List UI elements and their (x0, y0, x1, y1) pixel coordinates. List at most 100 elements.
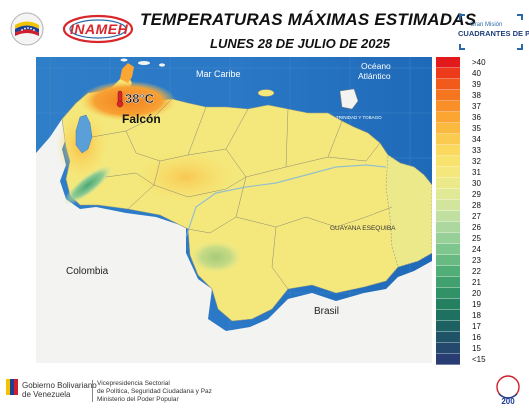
footer-vice-line1: Vicepresidencia Sectorial (97, 380, 170, 387)
guayana-esequiba-area (385, 154, 432, 268)
legend-swatch (436, 200, 460, 211)
legend-swatch (436, 156, 460, 167)
legend-swatch (436, 90, 460, 101)
footer-gobierno-line1: Gobierno Bolivariano (22, 381, 97, 390)
paraguana-peninsula (120, 63, 134, 83)
legend-item: >40 (436, 57, 488, 68)
footer-vice-line2: de Política, Seguridad Ciudadana y Paz (97, 388, 212, 395)
footer-divider (92, 380, 93, 402)
legend-swatch (436, 288, 460, 299)
label-trinidad: TRINIDAD Y TOBAGO (336, 115, 382, 120)
label-brasil: Brasil (314, 306, 339, 317)
label-oceano: Océano (361, 61, 391, 71)
legend-label: >40 (472, 58, 486, 67)
legend-item: 25 (436, 233, 488, 244)
legend-item: 17 (436, 321, 488, 332)
legend-swatch (436, 134, 460, 145)
legend-item: 31 (436, 167, 488, 178)
bicentenary-logo-icon: 200 (496, 375, 520, 406)
temperature-map: Mar Caribe Océano Atlántico TRINIDAD Y T… (36, 57, 432, 363)
legend-swatch (436, 101, 460, 112)
footer-vice-line3: Ministerio del Poder Popular (97, 396, 179, 403)
legend-swatch (436, 244, 460, 255)
legend-label: 36 (472, 113, 481, 122)
legend-item: <15 (436, 354, 488, 365)
label-guayana-esequiba: GUAYANA ESEQUIBA (330, 225, 396, 232)
legend-label: 22 (472, 267, 481, 276)
legend-label: 34 (472, 135, 481, 144)
llanos-warm-zone (136, 151, 236, 203)
legend-label: 16 (472, 333, 481, 342)
legend-label: 20 (472, 289, 481, 298)
legend-item: 28 (436, 200, 488, 211)
cuadrantes-de-paz-logo-icon (459, 14, 523, 50)
legend-item: 29 (436, 189, 488, 200)
legend-item: 24 (436, 244, 488, 255)
legend-label: 40 (472, 69, 481, 78)
footer-gobierno-line2: de Venezuela (22, 390, 71, 399)
legend-item: 22 (436, 266, 488, 277)
page-date: LUNES 28 DE JULIO DE 2025 (210, 36, 390, 51)
legend-label: 32 (472, 157, 481, 166)
page-title: TEMPERATURAS MÁXIMAS ESTIMADAS (140, 10, 477, 29)
highlight-state: Falcón (122, 112, 161, 126)
legend-item: 39 (436, 79, 488, 90)
legend-item: 20 (436, 288, 488, 299)
legend-label: 25 (472, 234, 481, 243)
orinoco-river (185, 164, 387, 238)
label-colombia: Colombia (66, 266, 109, 277)
legend-item: 35 (436, 123, 488, 134)
legend-label: 17 (472, 322, 481, 331)
legend-swatch (436, 321, 460, 332)
legend-label: 24 (472, 245, 481, 254)
legend-label: 39 (472, 80, 481, 89)
legend-label: 38 (472, 91, 481, 100)
legend-item: 18 (436, 310, 488, 321)
legend-item: 30 (436, 178, 488, 189)
cuadrantes-de-paz-text: CUADRANTES DE PAZ (458, 29, 529, 38)
temperature-legend: >40 40 39 38 37 36 35 34 33 32 31 30 29 28 27 26 25 24 23 2… (436, 57, 488, 365)
legend-item: 26 (436, 222, 488, 233)
legend-label: 18 (472, 311, 481, 320)
label-atlantico: Atlántico (358, 71, 391, 81)
legend-label: 26 (472, 223, 481, 232)
bicentenary-badge-text: 200 (501, 397, 515, 406)
state-boundaries (91, 98, 393, 290)
legend-label: 33 (472, 146, 481, 155)
legend-swatch (436, 255, 460, 266)
legend-swatch (436, 343, 460, 354)
legend-item: 15 (436, 343, 488, 354)
legend-item: 38 (436, 90, 488, 101)
legend-label: 30 (472, 179, 481, 188)
inameh-logo-icon (62, 14, 134, 44)
legend-swatch (436, 332, 460, 343)
legend-label: 21 (472, 278, 481, 287)
legend-swatch (436, 266, 460, 277)
legend-label: 35 (472, 124, 481, 133)
gran-mision-text: Gran Misión (470, 22, 503, 28)
legend-swatch (436, 189, 460, 200)
falcon-hot-zone (80, 81, 176, 121)
legend-swatch (436, 57, 460, 68)
neighbor-land (36, 115, 432, 363)
legend-item: 36 (436, 112, 488, 123)
legend-label: 15 (472, 344, 481, 353)
lake-maracaibo (75, 114, 93, 154)
legend-label: 19 (472, 300, 481, 309)
legend-swatch (436, 310, 460, 321)
legend-swatch (436, 112, 460, 123)
legend-item: 40 (436, 68, 488, 79)
legend-item: 32 (436, 156, 488, 167)
legend-label: 28 (472, 201, 481, 210)
trinidad-island (339, 88, 359, 110)
footer (0, 372, 529, 408)
legend-label: 31 (472, 168, 481, 177)
legend-item: 33 (436, 145, 488, 156)
legend-swatch (436, 211, 460, 222)
legend-item: 19 (436, 299, 488, 310)
legend-item: 34 (436, 134, 488, 145)
legend-label: 27 (472, 212, 481, 221)
highlight-temperature: 38°C (125, 91, 155, 106)
thermometer-icon (116, 90, 124, 108)
header (0, 0, 529, 52)
